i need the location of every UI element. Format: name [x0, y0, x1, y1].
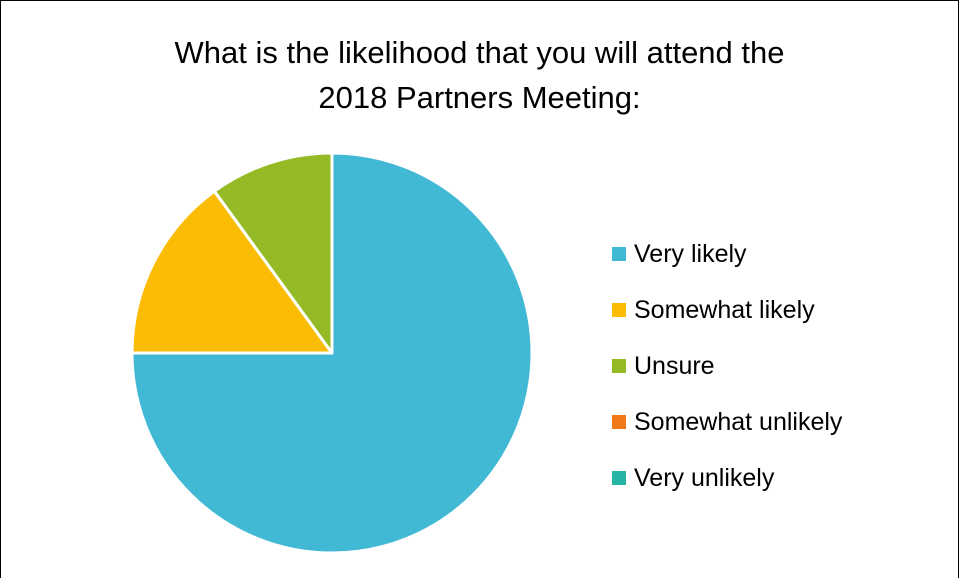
chart-title: What is the likelihood that you will att… — [0, 30, 959, 120]
legend-label-somewhat-likely: Somewhat likely — [634, 295, 815, 324]
legend-item-somewhat-likely: Somewhat likely — [612, 282, 842, 338]
legend-swatch-somewhat-unlikely — [612, 415, 626, 429]
legend-label-very-unlikely: Very unlikely — [634, 463, 775, 492]
legend-swatch-very-likely — [612, 247, 626, 261]
legend-label-unsure: Unsure — [634, 351, 715, 380]
legend-swatch-unsure — [612, 359, 626, 373]
legend-item-somewhat-unlikely: Somewhat unlikely — [612, 394, 842, 450]
pie-slice-unsure — [212, 151, 334, 355]
legend-swatch-very-unlikely — [612, 471, 626, 485]
pie-slice-very-likely — [130, 151, 534, 555]
legend-item-unsure: Unsure — [612, 338, 842, 394]
legend-label-somewhat-unlikely: Somewhat unlikely — [634, 407, 843, 436]
chart-legend: Very likely Somewhat likely Unsure Somew… — [612, 226, 842, 506]
chart-title-line-1: What is the likelihood that you will att… — [174, 35, 785, 70]
chart-title-line-2: 2018 Partners Meeting: — [318, 80, 641, 115]
legend-item-very-likely: Very likely — [612, 226, 842, 282]
legend-swatch-somewhat-likely — [612, 303, 626, 317]
legend-label-very-likely: Very likely — [634, 239, 747, 268]
legend-item-very-unlikely: Very unlikely — [612, 450, 842, 506]
pie-slice-somewhat-likely — [130, 189, 334, 355]
